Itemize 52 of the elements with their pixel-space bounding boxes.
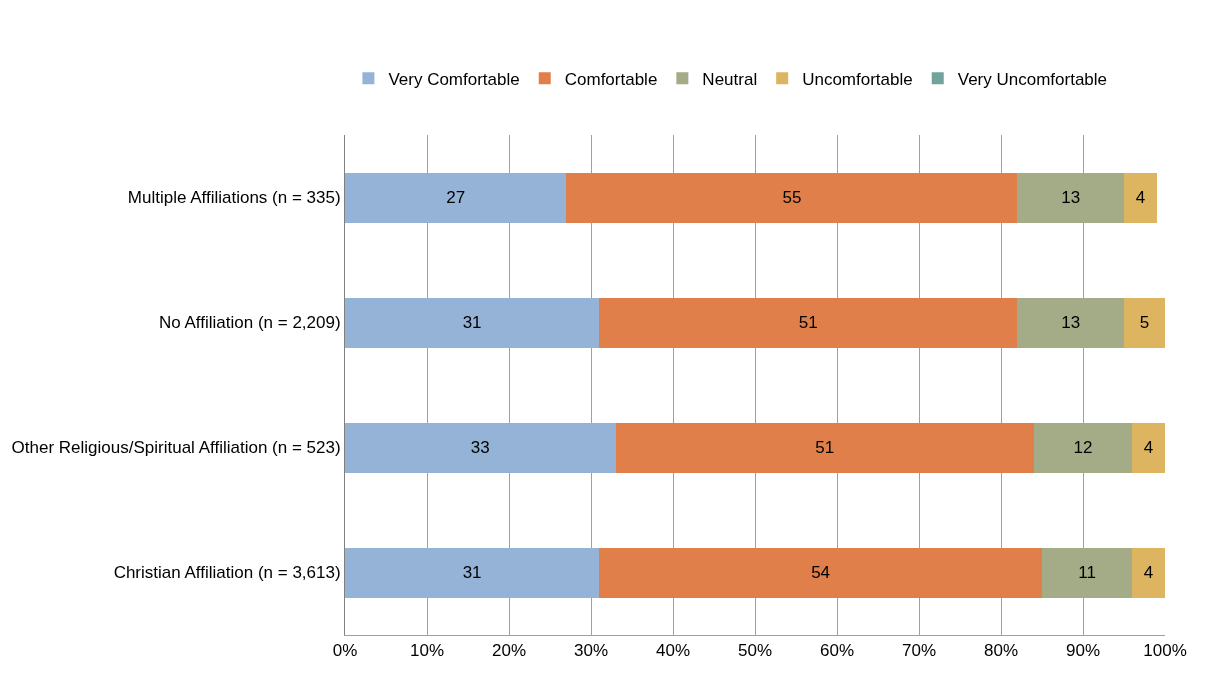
y-tick-label: Christian Affiliation (n = 3,613) <box>113 563 341 583</box>
data-label: 5 <box>1139 313 1150 332</box>
legend-label: Neutral <box>702 69 758 89</box>
y-tick-label: Multiple Affiliations (n = 335) <box>127 188 341 208</box>
x-tick-label: 90% <box>1065 641 1101 661</box>
x-tick-label: 50% <box>737 641 773 661</box>
x-tick-label: 40% <box>655 641 691 661</box>
data-label: 55 <box>782 188 802 207</box>
bar <box>1017 297 1124 348</box>
data-label: 11 <box>1078 563 1096 582</box>
y-tick-label: Other Religious/Spiritual Affiliation (n = 523) <box>11 438 341 458</box>
bar <box>1132 422 1165 473</box>
data-label: 31 <box>462 313 482 332</box>
data-label: 4 <box>1143 563 1154 582</box>
legend-label: Uncomfortable <box>802 69 913 89</box>
bar <box>1124 297 1165 348</box>
data-label: 13 <box>1061 313 1081 332</box>
y-tick-label: No Affiliation (n = 2,209) <box>158 313 341 333</box>
data-label: 33 <box>470 438 490 457</box>
bar <box>566 172 1018 223</box>
bar <box>599 297 1018 348</box>
bar <box>1017 172 1124 223</box>
x-tick-label: 10% <box>409 641 445 661</box>
legend-label: Very Uncomfortable <box>957 69 1108 89</box>
bar <box>1124 172 1157 223</box>
x-tick-label: 0% <box>332 641 358 661</box>
x-tick-label: 60% <box>819 641 855 661</box>
x-tick-label: 100% <box>1143 641 1187 661</box>
x-tick-label: 70% <box>901 641 937 661</box>
data-label: 54 <box>811 563 831 582</box>
bar <box>345 547 600 598</box>
bar <box>1042 547 1133 598</box>
bar <box>345 297 600 348</box>
bar <box>345 172 567 223</box>
data-label: 51 <box>798 313 818 332</box>
data-label: 31 <box>462 563 482 582</box>
data-label: 4 <box>1135 188 1146 207</box>
bar <box>345 422 616 473</box>
bar <box>1132 547 1165 598</box>
data-label: 27 <box>446 188 466 207</box>
bar <box>615 422 1034 473</box>
legend-label: Very Comfortable <box>388 69 520 89</box>
data-label: 13 <box>1061 188 1081 207</box>
x-tick-label: 20% <box>491 641 527 661</box>
bar <box>599 547 1042 598</box>
data-label: 51 <box>815 438 835 457</box>
bar <box>1033 422 1133 473</box>
data-label: 12 <box>1073 438 1093 457</box>
x-tick-label: 80% <box>983 641 1019 661</box>
data-label: 4 <box>1143 438 1154 457</box>
legend-label: Comfortable <box>564 69 658 89</box>
x-tick-label: 30% <box>573 641 609 661</box>
